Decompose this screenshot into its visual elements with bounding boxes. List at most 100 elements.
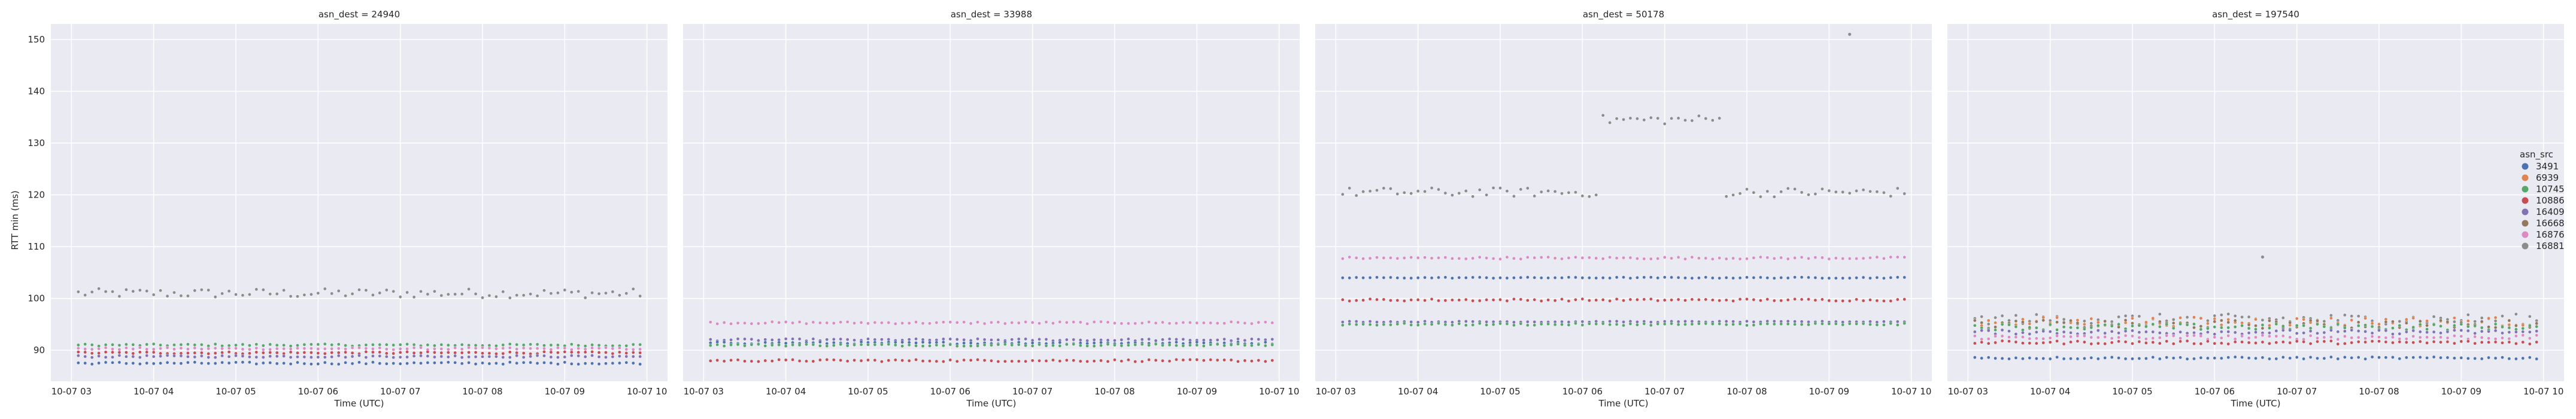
data-point (2089, 342, 2093, 346)
data-point (254, 355, 259, 359)
data-point (1683, 276, 1687, 280)
data-point (770, 359, 774, 363)
data-point (1973, 324, 1977, 327)
data-point (2274, 334, 2278, 338)
data-point (2233, 330, 2237, 335)
data-point (521, 356, 526, 359)
data-point (2000, 323, 2004, 326)
data-point (1215, 358, 1219, 362)
data-point (474, 344, 478, 347)
data-point (2034, 336, 2038, 341)
data-point (2268, 357, 2271, 361)
data-point (1628, 256, 1633, 260)
data-point (1903, 255, 1906, 259)
data-point (2268, 331, 2271, 335)
data-point (1175, 357, 1178, 362)
data-point (1361, 322, 1365, 326)
data-point (1457, 298, 1461, 302)
data-point (715, 343, 719, 347)
data-point (2329, 329, 2333, 332)
data-point (159, 362, 162, 365)
data-point (1704, 256, 1708, 260)
data-point (1731, 320, 1735, 323)
data-point (976, 337, 979, 341)
data-point (254, 287, 259, 292)
data-point (2384, 329, 2388, 333)
data-point (2158, 341, 2162, 345)
data-point (1882, 276, 1886, 280)
data-point (268, 292, 272, 296)
data-point (2377, 339, 2381, 343)
data-point (2158, 336, 2162, 339)
data-point (2219, 313, 2223, 317)
data-point (535, 354, 539, 357)
data-point (832, 321, 836, 325)
data-point (1567, 256, 1571, 260)
data-point (1875, 275, 1879, 280)
data-point (1980, 356, 1983, 360)
data-point (186, 342, 190, 347)
data-point (1759, 255, 1762, 259)
data-point (2000, 314, 2004, 318)
data-point (709, 320, 712, 324)
data-point (1065, 359, 1069, 362)
data-point (1855, 276, 1858, 280)
data-point (1608, 255, 1612, 259)
data-point (2480, 341, 2484, 344)
data-point (1085, 344, 1089, 348)
data-point (2493, 329, 2498, 333)
data-point (1759, 299, 1762, 302)
data-point (2487, 341, 2490, 344)
data-point (1127, 337, 1130, 341)
data-point (2487, 329, 2490, 333)
data-point (1847, 299, 1852, 303)
data-point (2158, 312, 2162, 316)
data-point (1738, 322, 1742, 326)
data-point (2254, 324, 2258, 328)
data-point (715, 359, 719, 362)
data-points (1340, 32, 1906, 327)
data-point (2480, 329, 2484, 333)
data-point (1827, 322, 1831, 326)
data-point (2034, 330, 2038, 334)
data-point (172, 343, 176, 347)
data-point (1580, 194, 1585, 198)
data-point (1257, 342, 1261, 347)
legend-item: 6939 (2522, 172, 2559, 183)
data-point (1615, 256, 1619, 260)
data-point (962, 358, 966, 362)
data-point (2473, 341, 2477, 345)
data-point (1485, 320, 1488, 324)
data-point (1800, 297, 1804, 302)
data-point (1793, 323, 1797, 326)
data-point (1525, 298, 1530, 302)
data-point (1580, 256, 1585, 260)
data-point (791, 358, 794, 362)
data-point (1106, 360, 1110, 363)
data-point (1868, 320, 1872, 324)
data-point (268, 361, 272, 365)
x-tick-label: 10-07 06 (1562, 386, 1603, 397)
data-point (2370, 335, 2374, 338)
x-tick-label: 10-07 07 (1644, 386, 1685, 397)
data-point (597, 355, 601, 359)
legend-marker (2522, 242, 2529, 250)
data-point (275, 354, 279, 359)
data-point (1505, 255, 1509, 259)
data-point (2404, 330, 2408, 334)
data-point (618, 350, 621, 354)
data-point (590, 362, 594, 365)
data-point (2501, 331, 2504, 335)
x-tick-label: 10-07 04 (133, 386, 174, 397)
data-point (1841, 257, 1844, 260)
data-point (1243, 359, 1247, 363)
data-point (1505, 322, 1509, 326)
data-point (268, 342, 272, 347)
data-point (1875, 255, 1879, 259)
data-point (364, 289, 368, 292)
data-point (563, 288, 567, 292)
data-point (1580, 323, 1585, 327)
data-point (542, 289, 546, 293)
data-point (715, 322, 719, 326)
